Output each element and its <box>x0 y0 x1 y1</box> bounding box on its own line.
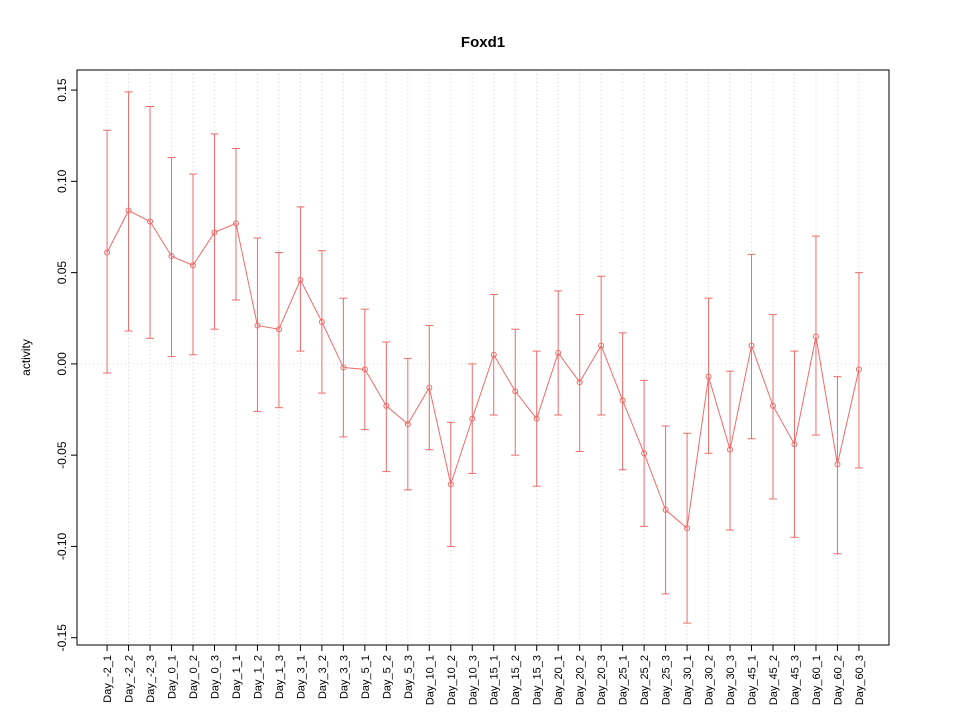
data-point <box>275 326 282 333</box>
data-point <box>297 276 304 283</box>
svg-text:Day_10_1: Day_10_1 <box>424 655 436 705</box>
svg-text:Day_5_2: Day_5_2 <box>381 655 393 699</box>
svg-text:Day_0_2: Day_0_2 <box>188 655 200 699</box>
data-point <box>662 506 669 513</box>
svg-text:Day_5_1: Day_5_1 <box>360 655 372 699</box>
svg-text:Day_1_1: Day_1_1 <box>231 655 243 699</box>
data-point <box>254 322 261 329</box>
data-point <box>426 384 433 391</box>
svg-text:Day_10_2: Day_10_2 <box>446 655 458 705</box>
svg-text:Day_45_1: Day_45_1 <box>747 655 759 705</box>
svg-text:-0.05: -0.05 <box>55 441 69 469</box>
data-point <box>727 446 734 453</box>
plot-border <box>76 69 890 646</box>
svg-text:Day_20_3: Day_20_3 <box>596 655 608 705</box>
data-point <box>705 373 712 380</box>
svg-text:-0.10: -0.10 <box>55 532 69 560</box>
data-point <box>748 342 755 349</box>
svg-text:Day_60_2: Day_60_2 <box>832 655 844 705</box>
data-point <box>834 461 841 468</box>
x-axis-ticks <box>106 645 860 651</box>
svg-text:0.00: 0.00 <box>55 352 69 376</box>
svg-text:Day_15_3: Day_15_3 <box>532 655 544 705</box>
svg-text:Day_-2_1: Day_-2_1 <box>102 655 114 703</box>
svg-text:Day_1_2: Day_1_2 <box>252 655 264 699</box>
data-point <box>447 481 454 488</box>
svg-text:-0.15: -0.15 <box>55 624 69 652</box>
data-point <box>641 450 648 457</box>
svg-text:Day_45_3: Day_45_3 <box>789 655 801 705</box>
y-tick-labels: -0.15 -0.10 -0.05 0.00 0.05 0.10 0.15 <box>55 78 69 651</box>
svg-text:Day_20_2: Day_20_2 <box>575 655 587 705</box>
svg-text:Day_30_2: Day_30_2 <box>704 655 716 705</box>
svg-text:Day_60_1: Day_60_1 <box>811 655 823 705</box>
data-point <box>232 220 239 227</box>
gridlines <box>106 70 860 645</box>
data-point <box>684 525 691 532</box>
svg-text:Day_30_3: Day_30_3 <box>725 655 737 705</box>
svg-text:0.15: 0.15 <box>55 78 69 102</box>
y-axis-label: activity <box>19 339 33 376</box>
data-point <box>533 415 540 422</box>
data-point <box>490 351 497 358</box>
data-point <box>190 262 196 269</box>
data-point <box>168 253 175 260</box>
data-point <box>555 349 562 356</box>
data-point <box>619 397 626 404</box>
data-point <box>104 249 111 256</box>
data-point <box>318 318 325 325</box>
data-point <box>211 229 218 236</box>
svg-text:Day_60_3: Day_60_3 <box>854 655 866 705</box>
data-point <box>598 342 605 349</box>
data-point <box>340 364 347 371</box>
svg-text:Day_25_1: Day_25_1 <box>618 655 630 705</box>
y-axis-ticks <box>71 89 77 639</box>
svg-text:Day_0_3: Day_0_3 <box>209 655 221 699</box>
svg-text:Day_3_1: Day_3_1 <box>295 655 307 699</box>
svg-text:0.05: 0.05 <box>55 261 69 285</box>
series-line <box>106 209 860 530</box>
x-tick-labels: Day_-2_1 Day_-2_2 Day_-2_3 Day_0_1 Day_0_2 Da… <box>102 655 866 705</box>
data-point <box>791 441 798 448</box>
svg-text:Day_3_3: Day_3_3 <box>338 655 350 699</box>
svg-text:Day_15_1: Day_15_1 <box>489 655 501 705</box>
data-point <box>512 388 519 395</box>
svg-text:Day_1_3: Day_1_3 <box>274 655 286 699</box>
chart-title: Foxd1 <box>460 34 506 51</box>
data-point <box>469 415 476 422</box>
svg-text:Day_45_2: Day_45_2 <box>768 655 780 705</box>
data-point <box>855 366 862 373</box>
svg-text:Day_-2_3: Day_-2_3 <box>145 655 157 703</box>
svg-text:Day_5_3: Day_5_3 <box>403 655 415 699</box>
data-points <box>104 207 862 532</box>
svg-text:Day_20_1: Day_20_1 <box>553 655 565 705</box>
data-point <box>812 333 819 340</box>
svg-text:Day_3_2: Day_3_2 <box>317 655 329 699</box>
svg-text:Day_-2_2: Day_-2_2 <box>124 655 136 703</box>
svg-text:Day_15_2: Day_15_2 <box>510 655 522 705</box>
data-point <box>125 207 132 214</box>
data-point <box>404 421 411 428</box>
svg-text:Day_25_2: Day_25_2 <box>639 655 651 705</box>
svg-text:Day_30_1: Day_30_1 <box>682 655 694 705</box>
svg-text:Day_0_1: Day_0_1 <box>167 655 179 699</box>
svg-text:0.10: 0.10 <box>55 169 69 193</box>
data-point <box>576 379 583 386</box>
data-point <box>147 218 154 225</box>
svg-text:Day_25_3: Day_25_3 <box>661 655 673 705</box>
data-point <box>361 366 368 373</box>
data-point <box>383 402 390 409</box>
data-point <box>770 402 776 409</box>
svg-text:Day_10_3: Day_10_3 <box>467 655 479 705</box>
